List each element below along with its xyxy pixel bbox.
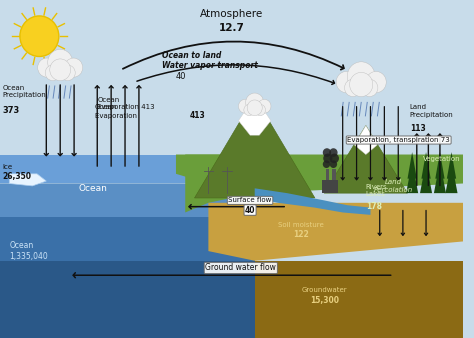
Text: 40: 40 bbox=[176, 72, 186, 81]
Circle shape bbox=[64, 58, 82, 77]
Text: 15,300: 15,300 bbox=[310, 296, 338, 305]
Text: Groundwater: Groundwater bbox=[301, 287, 347, 293]
Polygon shape bbox=[420, 162, 432, 193]
Circle shape bbox=[45, 65, 60, 81]
Text: Rivers
Lakes: Rivers Lakes bbox=[366, 184, 387, 197]
Text: 113: 113 bbox=[410, 124, 426, 134]
Text: Ocean
1,335,040: Ocean 1,335,040 bbox=[9, 241, 48, 262]
Circle shape bbox=[38, 58, 56, 77]
Circle shape bbox=[323, 153, 332, 163]
Circle shape bbox=[366, 71, 386, 93]
Circle shape bbox=[246, 93, 264, 112]
Text: Evaporation, transpiration 73: Evaporation, transpiration 73 bbox=[347, 137, 450, 143]
Text: Water vapor transport: Water vapor transport bbox=[162, 61, 258, 70]
Polygon shape bbox=[408, 152, 417, 179]
Circle shape bbox=[238, 99, 252, 113]
Circle shape bbox=[323, 160, 330, 168]
Polygon shape bbox=[446, 162, 457, 193]
Circle shape bbox=[329, 148, 337, 157]
Polygon shape bbox=[421, 152, 431, 179]
Circle shape bbox=[48, 49, 73, 75]
Text: Ice: Ice bbox=[2, 164, 12, 170]
Polygon shape bbox=[434, 162, 446, 193]
Polygon shape bbox=[0, 217, 255, 261]
Polygon shape bbox=[406, 162, 418, 193]
Circle shape bbox=[361, 79, 378, 97]
Text: Soil moisture: Soil moisture bbox=[278, 221, 324, 227]
Text: 373: 373 bbox=[2, 105, 19, 115]
Text: Ground water flow: Ground water flow bbox=[205, 264, 276, 272]
Circle shape bbox=[336, 71, 356, 93]
Text: 40: 40 bbox=[245, 206, 255, 215]
Polygon shape bbox=[324, 125, 408, 193]
Circle shape bbox=[20, 16, 59, 56]
Text: 12.7: 12.7 bbox=[219, 23, 245, 33]
Text: 26,350: 26,350 bbox=[2, 172, 31, 181]
Text: Ocean: Ocean bbox=[78, 184, 107, 193]
Circle shape bbox=[345, 79, 361, 97]
Text: 178: 178 bbox=[366, 202, 382, 211]
Circle shape bbox=[330, 160, 337, 168]
Text: Ocean
Evaporation 413: Ocean Evaporation 413 bbox=[97, 97, 155, 110]
Circle shape bbox=[255, 104, 265, 116]
Polygon shape bbox=[209, 203, 463, 261]
Text: Surface flow: Surface flow bbox=[228, 197, 272, 203]
Text: Land
Percolation: Land Percolation bbox=[374, 179, 413, 193]
Circle shape bbox=[323, 148, 331, 157]
Polygon shape bbox=[255, 261, 463, 338]
Polygon shape bbox=[435, 152, 445, 179]
Text: Land
Precipitation: Land Precipitation bbox=[410, 104, 454, 118]
Bar bbox=[322, 179, 338, 193]
Polygon shape bbox=[194, 97, 315, 198]
Text: Ocean to land: Ocean to land bbox=[162, 51, 221, 60]
Polygon shape bbox=[185, 154, 463, 213]
Text: Evaporation: Evaporation bbox=[95, 113, 139, 119]
Polygon shape bbox=[447, 152, 456, 179]
Polygon shape bbox=[0, 261, 255, 338]
Text: Ocean
Precipitation: Ocean Precipitation bbox=[2, 85, 46, 98]
Polygon shape bbox=[0, 0, 463, 338]
Text: Atmosphere: Atmosphere bbox=[200, 9, 263, 20]
Polygon shape bbox=[176, 154, 241, 184]
Polygon shape bbox=[354, 125, 377, 154]
Bar bbox=[332, 169, 336, 179]
Polygon shape bbox=[0, 154, 231, 184]
Circle shape bbox=[247, 100, 262, 116]
Polygon shape bbox=[255, 188, 371, 215]
Circle shape bbox=[60, 65, 75, 81]
Polygon shape bbox=[238, 97, 271, 135]
Text: Ocean: Ocean bbox=[95, 104, 117, 110]
Text: Vegetation: Vegetation bbox=[423, 156, 461, 162]
Circle shape bbox=[350, 72, 373, 97]
Circle shape bbox=[244, 104, 255, 116]
Circle shape bbox=[258, 99, 271, 113]
Circle shape bbox=[50, 59, 71, 81]
Text: 413: 413 bbox=[190, 112, 206, 120]
Bar bbox=[326, 169, 329, 179]
Text: 122: 122 bbox=[293, 230, 309, 239]
Circle shape bbox=[330, 153, 339, 163]
Circle shape bbox=[347, 62, 375, 91]
Polygon shape bbox=[9, 174, 46, 186]
Polygon shape bbox=[0, 184, 255, 217]
